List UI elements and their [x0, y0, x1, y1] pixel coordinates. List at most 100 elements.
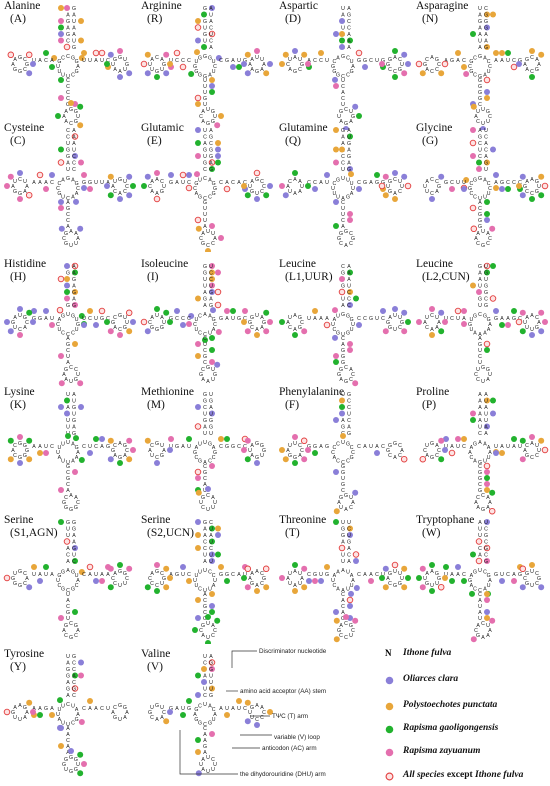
svg-text:C: C [535, 571, 539, 577]
svg-text:U: U [425, 189, 429, 195]
svg-text:C: C [369, 58, 373, 64]
svg-text:C: C [211, 241, 215, 247]
svg-text:G: G [82, 180, 86, 186]
svg-text:A: A [494, 180, 498, 186]
svg-text:U: U [393, 327, 397, 333]
svg-text:A: A [474, 114, 478, 120]
svg-text:G: G [13, 67, 17, 73]
svg-text:A: A [478, 45, 482, 51]
svg-text:G: G [203, 616, 207, 622]
svg-text:C: C [488, 236, 492, 242]
svg-text:U: U [369, 444, 373, 450]
svg-text:A: A [212, 445, 216, 451]
legend-label-italic: Ithone fulva [475, 770, 524, 780]
svg-text:C: C [113, 581, 117, 587]
svg-text:A: A [100, 444, 104, 450]
svg-text:A: A [208, 703, 212, 709]
trna-name: Alanine [4, 0, 41, 12]
svg-text:U: U [375, 316, 379, 322]
svg-text:U: U [203, 26, 207, 32]
svg-text:G: G [209, 399, 213, 405]
svg-text:U: U [346, 569, 350, 575]
svg-text:A: A [347, 277, 351, 283]
svg-text:G: G [363, 58, 367, 64]
svg-text:A: A [456, 58, 460, 64]
svg-text:C: C [23, 571, 27, 577]
svg-text:A: A [486, 633, 490, 639]
svg-text:C: C [300, 320, 304, 326]
svg-text:G: G [255, 455, 259, 461]
svg-text:G: G [444, 180, 448, 186]
svg-text:A: A [500, 58, 504, 64]
svg-text:U: U [203, 284, 207, 290]
svg-text:C: C [208, 195, 212, 201]
svg-text:C: C [260, 715, 264, 721]
svg-text:C: C [506, 572, 510, 578]
svg-text:A: A [537, 62, 541, 68]
svg-text:U: U [194, 59, 198, 65]
svg-text:G: G [307, 444, 311, 450]
trna-abbreviation: (C) [10, 135, 26, 147]
svg-text:U: U [484, 399, 488, 405]
svg-text:U: U [61, 441, 65, 447]
svg-text:A: A [293, 583, 297, 589]
svg-text:U: U [423, 184, 427, 190]
svg-text:A: A [72, 297, 76, 303]
trna-abbreviation: (W) [422, 527, 441, 539]
svg-text:A: A [339, 119, 343, 125]
svg-text:C: C [203, 405, 207, 411]
trna-name: Isoleucine [141, 258, 189, 270]
svg-text:A: A [488, 322, 492, 328]
svg-text:C: C [331, 450, 335, 456]
trna-name: Glutamic [141, 122, 184, 134]
trna-name: Arginine [141, 0, 182, 12]
svg-text:G: G [169, 706, 173, 712]
svg-text:U: U [123, 179, 127, 185]
svg-text:A: A [211, 623, 215, 629]
svg-text:U: U [237, 706, 241, 712]
svg-text:C: C [44, 58, 48, 64]
svg-text:C: C [347, 19, 351, 25]
svg-text:A: A [155, 717, 159, 723]
svg-text:G: G [113, 57, 117, 63]
svg-text:A: A [209, 533, 213, 539]
svg-text:C: C [488, 64, 492, 70]
svg-text:C: C [341, 218, 345, 224]
svg-text:G: G [113, 715, 117, 721]
svg-text:A: A [66, 732, 70, 738]
svg-text:A: A [523, 62, 527, 68]
svg-text:A: A [111, 710, 115, 716]
svg-text:G: G [478, 19, 482, 25]
trna-name: Aspartic [279, 0, 318, 12]
svg-text:C: C [351, 450, 355, 456]
svg-text:G: G [473, 313, 477, 319]
svg-text:C: C [72, 667, 76, 673]
svg-text:C: C [203, 332, 207, 338]
svg-text:C: C [375, 572, 379, 578]
svg-text:G: G [62, 762, 66, 768]
annotation-dhu-arm: the dihydorouridine (DHU) arm [240, 771, 326, 778]
svg-text:G: G [69, 769, 73, 775]
svg-text:C: C [388, 453, 392, 459]
svg-text:C: C [260, 571, 264, 577]
svg-text:A: A [72, 425, 76, 431]
svg-text:A: A [209, 45, 213, 51]
svg-text:G: G [437, 576, 441, 582]
svg-text:C: C [106, 316, 110, 322]
svg-text:G: G [518, 58, 522, 64]
svg-text:U: U [535, 443, 539, 449]
svg-text:C: C [381, 316, 385, 322]
svg-text:A: A [351, 578, 355, 584]
svg-text:A: A [74, 231, 78, 237]
svg-text:G: G [61, 587, 65, 593]
svg-text:A: A [72, 135, 76, 141]
svg-text:C: C [478, 592, 482, 598]
svg-text:G: G [386, 62, 390, 68]
svg-text:A: A [484, 32, 488, 38]
svg-text:C: C [213, 64, 217, 70]
svg-text:U: U [349, 109, 353, 115]
svg-text:C: C [72, 680, 76, 686]
svg-text:C: C [487, 59, 491, 65]
svg-text:U: U [487, 191, 491, 197]
svg-text:U: U [209, 687, 213, 693]
